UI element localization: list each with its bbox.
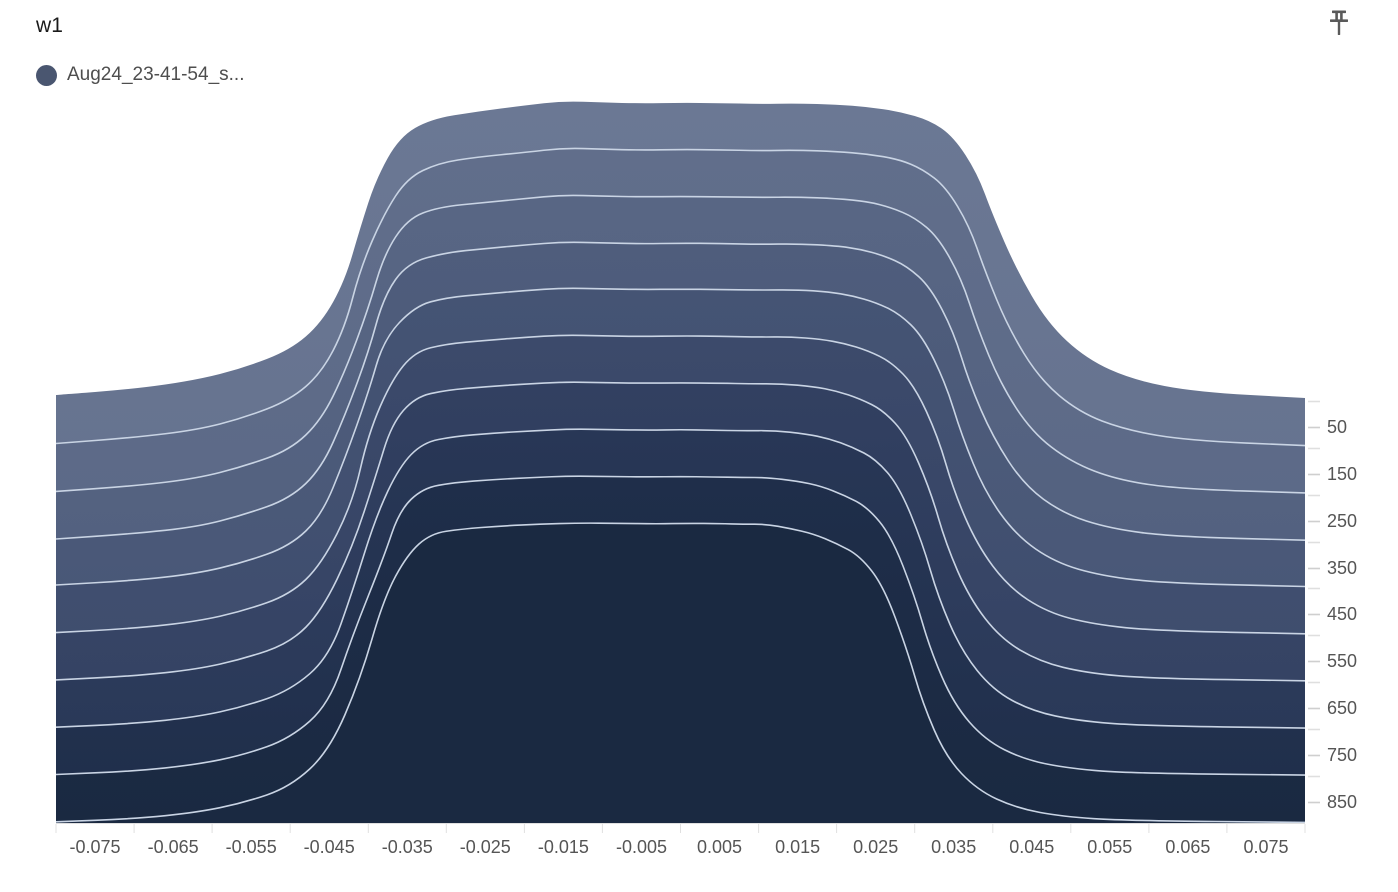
- x-tick-label: -0.065: [147, 837, 199, 857]
- y-tick-label: 550: [1327, 651, 1358, 671]
- x-tick-label: -0.005: [615, 837, 668, 857]
- x-tick-label: 0.015: [775, 837, 821, 857]
- ridge-outline: [55, 241, 1306, 541]
- ridge-outline: [55, 475, 1306, 776]
- ridge-outline: [55, 522, 1306, 824]
- pushpin-icon[interactable]: [1324, 8, 1354, 38]
- x-tick-label: -0.075: [69, 837, 121, 857]
- chart-legend[interactable]: Aug24_23-41-54_s...: [36, 64, 244, 86]
- y-tick-label: 850: [1327, 792, 1358, 812]
- x-tick-label: 0.005: [696, 837, 743, 857]
- ridge-outline: [55, 287, 1306, 588]
- ridge-areas: [55, 101, 1306, 824]
- legend-color-swatch: [36, 64, 57, 86]
- y-tick-label: 750: [1327, 745, 1358, 765]
- x-tick-label: 0.065: [1165, 837, 1211, 857]
- y-tick-label: 50: [1327, 417, 1348, 437]
- y-tick-label: 350: [1327, 558, 1358, 578]
- ridge-area: [56, 523, 1305, 823]
- ridge-outline: [55, 147, 1306, 447]
- x-tick-label: 0.075: [1243, 837, 1289, 857]
- x-tick-label: -0.045: [303, 837, 355, 857]
- x-tick-label: -0.015: [537, 837, 589, 857]
- ridge-outline: [55, 428, 1306, 729]
- x-tick-label: 0.035: [931, 837, 977, 857]
- y-tick-label: 250: [1327, 511, 1358, 531]
- x-tick-label: -0.025: [459, 837, 511, 857]
- legend-item-label: Aug24_23-41-54_s...: [67, 64, 245, 85]
- ridge-outline: [55, 334, 1306, 635]
- x-tick-label: 0.045: [1009, 837, 1055, 857]
- x-tick-label: 0.055: [1087, 837, 1133, 857]
- page-title: w1: [36, 14, 64, 37]
- y-tick-label: 150: [1327, 464, 1358, 484]
- tick-marks: [55, 400, 1320, 833]
- x-tick-label: 0.025: [853, 837, 899, 857]
- x-tick-label: -0.055: [225, 837, 277, 857]
- y-tick-label: 450: [1327, 604, 1358, 624]
- x-tick-label: -0.035: [381, 837, 433, 857]
- ridge-outline: [55, 194, 1306, 494]
- ridge-outline: [55, 381, 1306, 682]
- y-tick-label: 650: [1327, 698, 1358, 718]
